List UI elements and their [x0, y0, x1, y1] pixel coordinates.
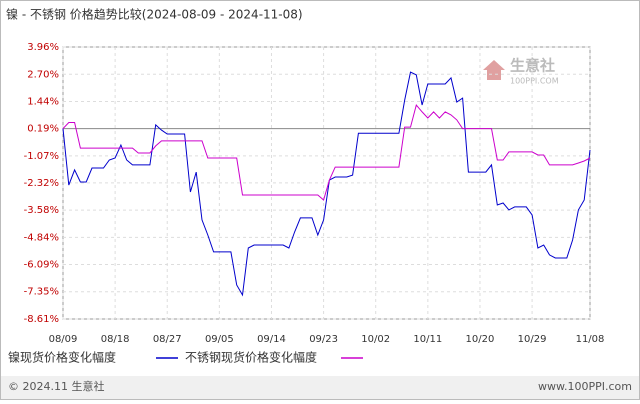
x-tick-label: 10/29 [518, 334, 547, 345]
footer-left: © 2024.11 生意社 [8, 379, 104, 393]
x-tick-label: 09/14 [257, 334, 286, 345]
x-tick-label: 08/18 [101, 334, 130, 345]
x-tick-label: 08/09 [49, 334, 78, 345]
series-line [62, 71, 591, 297]
legend-label: 不锈钢现货价格变化幅度 [185, 350, 317, 365]
x-tick-label: 11/08 [576, 334, 605, 345]
legend-label: 镍现货价格变化幅度 [8, 350, 116, 365]
y-tick-label: -4.84% [24, 232, 59, 243]
series-line [62, 103, 591, 201]
footer-band [1, 376, 639, 399]
y-tick-label: -6.09% [24, 259, 59, 270]
y-tick-label: -7.35% [24, 287, 59, 298]
y-tick-label: -1.07% [24, 151, 59, 162]
y-tick-label: 2.70% [27, 69, 59, 80]
chart-title: 镍 - 不锈钢 价格趋势比较(2024-08-09 - 2024-11-08) [6, 7, 303, 22]
y-tick-label: -2.32% [24, 178, 59, 189]
x-tick-label: 09/05 [205, 334, 234, 345]
y-tick-label: 1.44% [27, 97, 59, 108]
y-tick-label: -3.58% [24, 205, 59, 216]
x-tick-label: 08/27 [153, 334, 182, 345]
y-tick-label: -8.61% [24, 314, 59, 325]
x-tick-label: 10/02 [361, 334, 390, 345]
x-tick-label: 09/23 [309, 334, 338, 345]
footer-right: www.100PPI.com [538, 380, 632, 393]
x-tick-label: 10/11 [413, 334, 442, 345]
watermark-icon [483, 60, 505, 80]
y-tick-label: 3.96% [27, 42, 59, 53]
watermark-url: 100PPI.COM [510, 77, 559, 86]
y-tick-label: 0.19% [27, 124, 59, 135]
x-tick-label: 10/20 [466, 334, 495, 345]
